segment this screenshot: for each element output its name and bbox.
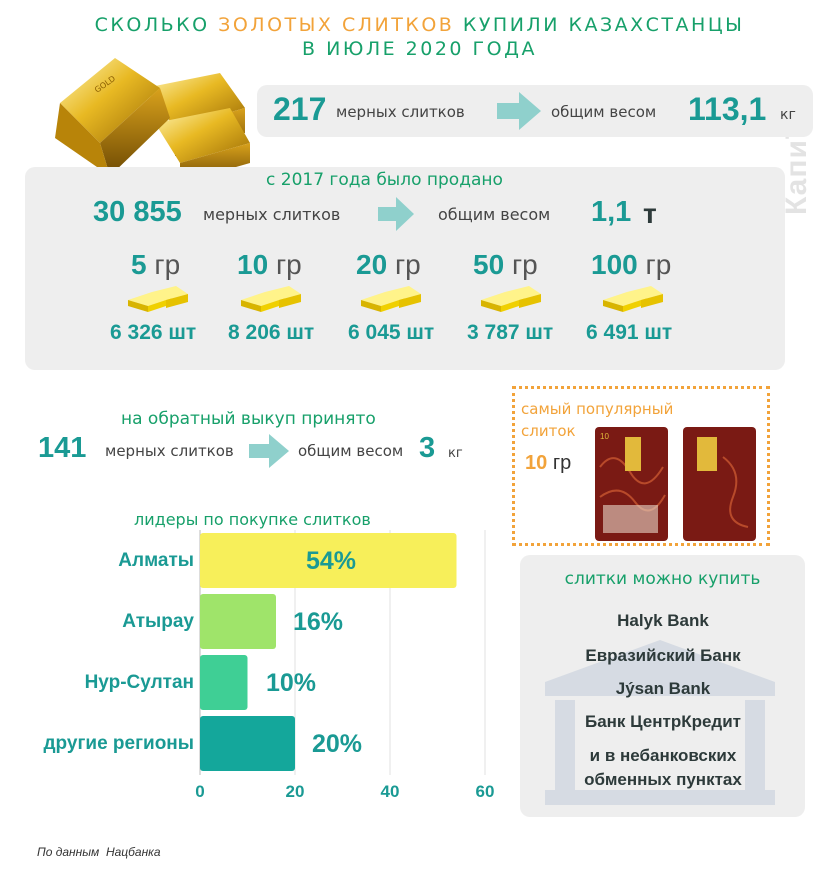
since-2017-count: 30 855 (93, 196, 182, 228)
data-label: 10% (266, 669, 317, 697)
bar-size-item: 10 гр (237, 249, 302, 280)
category-label: Нур-Султан (84, 672, 194, 693)
x-tick-label: 20 (285, 782, 305, 801)
since-2017-panel (25, 167, 785, 370)
bar-size-item: 100 гр (591, 249, 672, 280)
bank-building-icon (545, 640, 775, 805)
arrow-right-icon (497, 92, 541, 130)
title-line-1: СКОЛЬКО ЗОЛОТЫХ СЛИТКОВ КУПИЛИ КАЗАХСТАН… (94, 14, 745, 36)
gold-bar-icon (361, 286, 421, 312)
buyback-count-label: мерных слитков (105, 442, 234, 460)
arrow-right-icon (249, 434, 289, 468)
popular-box (512, 386, 770, 546)
bar-size-item: 5 гр (131, 249, 181, 280)
bar-size-item: 20 гр (356, 249, 421, 280)
bank-item: Евразийский Банк (585, 646, 741, 665)
gold-bar-icon (128, 286, 188, 312)
july-weight-label: общим весом (551, 103, 657, 121)
x-tick-label: 0 (195, 782, 205, 801)
bar-qty: 6 326 шт (110, 321, 197, 344)
july-count-label: мерных слитков (336, 103, 465, 121)
gold-bar-package-back (683, 427, 756, 541)
buyback-weight: 3 (419, 432, 436, 464)
data-label: 54% (306, 547, 357, 575)
since-2017-count-label: мерных слитков (203, 205, 341, 224)
chart-title: лидеры по покупке слитков (134, 510, 371, 529)
july-weight: 113,1 (688, 91, 767, 127)
bank-item: и в небанковских обменных пунктах (584, 746, 742, 789)
gold-bar-icon (241, 286, 301, 312)
since-2017-weight-label: общим весом (438, 205, 551, 224)
gold-bar-icon (603, 286, 663, 312)
bank-item: Банк ЦентрКредит (584, 712, 741, 731)
bar-qty: 3 787 шт (467, 321, 554, 344)
since-2017-weight-unit: т (643, 198, 657, 229)
gold-bar-icon (481, 286, 541, 312)
gold-bar-package-front (595, 427, 668, 541)
bar-size-item: 50 гр (473, 249, 538, 280)
bar-1 (200, 594, 276, 649)
arrow-right-icon (378, 197, 414, 231)
x-tick-label: 60 (475, 782, 495, 801)
buyback-weight-unit: кг (448, 446, 463, 461)
source-note: По данным Нацбанка (37, 845, 161, 859)
since-2017-header: с 2017 года было продано (266, 170, 503, 190)
category-label: другие регионы (43, 733, 195, 754)
bank-item: Halyk Bank (617, 611, 709, 630)
popular-label: самый популярный слиток (521, 400, 674, 440)
data-label: 16% (293, 608, 344, 636)
data-label: 20% (312, 730, 363, 758)
buyback-count: 141 (38, 432, 87, 464)
banks-header: слитки можно купить (564, 569, 761, 589)
category-label: Алматы (118, 550, 194, 571)
leaders-bar-chart (199, 530, 486, 775)
bar-qty: 6 491 шт (586, 321, 673, 344)
bar-qty: 8 206 шт (228, 321, 315, 344)
title-line-2: В ИЮЛЕ 2020 ГОДА (302, 38, 537, 60)
july-weight-unit: кг (780, 107, 796, 123)
buyback-weight-label: общим весом (298, 442, 404, 460)
july-count: 217 (273, 91, 327, 127)
bar-qty: 6 045 шт (348, 321, 435, 344)
since-2017-weight: 1,1 (591, 196, 632, 228)
buyback-header: на обратный выкуп принято (121, 409, 376, 429)
bar-0 (200, 533, 457, 588)
popular-value: 10 гр (525, 452, 572, 474)
bar-3 (200, 716, 295, 771)
gold-bars-image: GOLD (55, 58, 250, 183)
bar-2 (200, 655, 248, 710)
category-label: Атырау (122, 611, 194, 632)
gold-bar-package-mark: 10 (600, 432, 609, 441)
x-tick-label: 40 (380, 782, 400, 801)
bank-item: Jýsan Bank (615, 679, 711, 698)
